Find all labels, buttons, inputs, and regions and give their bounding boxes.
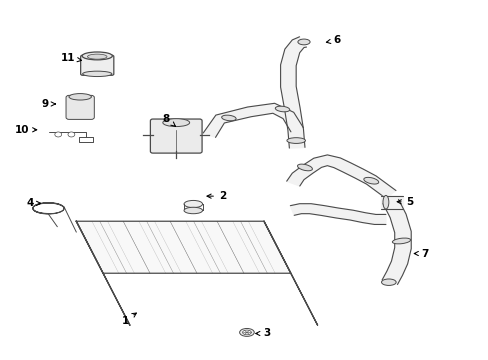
Text: 9: 9 (42, 99, 55, 109)
Polygon shape (380, 196, 402, 209)
Polygon shape (76, 221, 130, 325)
Ellipse shape (163, 119, 189, 127)
Text: 11: 11 (61, 53, 81, 63)
Polygon shape (280, 37, 306, 148)
Ellipse shape (69, 94, 91, 100)
Text: 5: 5 (396, 197, 413, 207)
Circle shape (55, 132, 61, 137)
Ellipse shape (286, 138, 305, 143)
Text: 10: 10 (14, 125, 37, 135)
Ellipse shape (381, 279, 395, 285)
Ellipse shape (297, 39, 309, 45)
Polygon shape (76, 221, 290, 273)
Text: 1: 1 (121, 313, 136, 325)
Ellipse shape (382, 195, 388, 209)
Ellipse shape (87, 54, 107, 59)
Text: 8: 8 (163, 114, 175, 126)
Polygon shape (290, 204, 385, 225)
Polygon shape (381, 199, 410, 284)
Ellipse shape (183, 201, 202, 208)
FancyBboxPatch shape (81, 55, 114, 75)
Ellipse shape (82, 52, 112, 60)
Ellipse shape (82, 71, 112, 77)
Ellipse shape (183, 207, 202, 214)
Circle shape (68, 132, 75, 137)
Text: 2: 2 (206, 191, 226, 201)
Ellipse shape (221, 115, 236, 121)
Text: 4: 4 (26, 198, 41, 208)
Ellipse shape (363, 177, 378, 184)
Ellipse shape (297, 164, 312, 171)
Ellipse shape (391, 238, 410, 244)
Text: 7: 7 (413, 248, 427, 258)
Ellipse shape (239, 328, 254, 336)
Text: 6: 6 (325, 35, 340, 45)
Text: 3: 3 (255, 328, 269, 338)
Polygon shape (286, 155, 395, 198)
Ellipse shape (242, 330, 251, 335)
Ellipse shape (275, 106, 289, 112)
FancyBboxPatch shape (150, 119, 202, 153)
Polygon shape (203, 103, 303, 138)
FancyBboxPatch shape (66, 95, 94, 120)
Polygon shape (264, 221, 317, 325)
